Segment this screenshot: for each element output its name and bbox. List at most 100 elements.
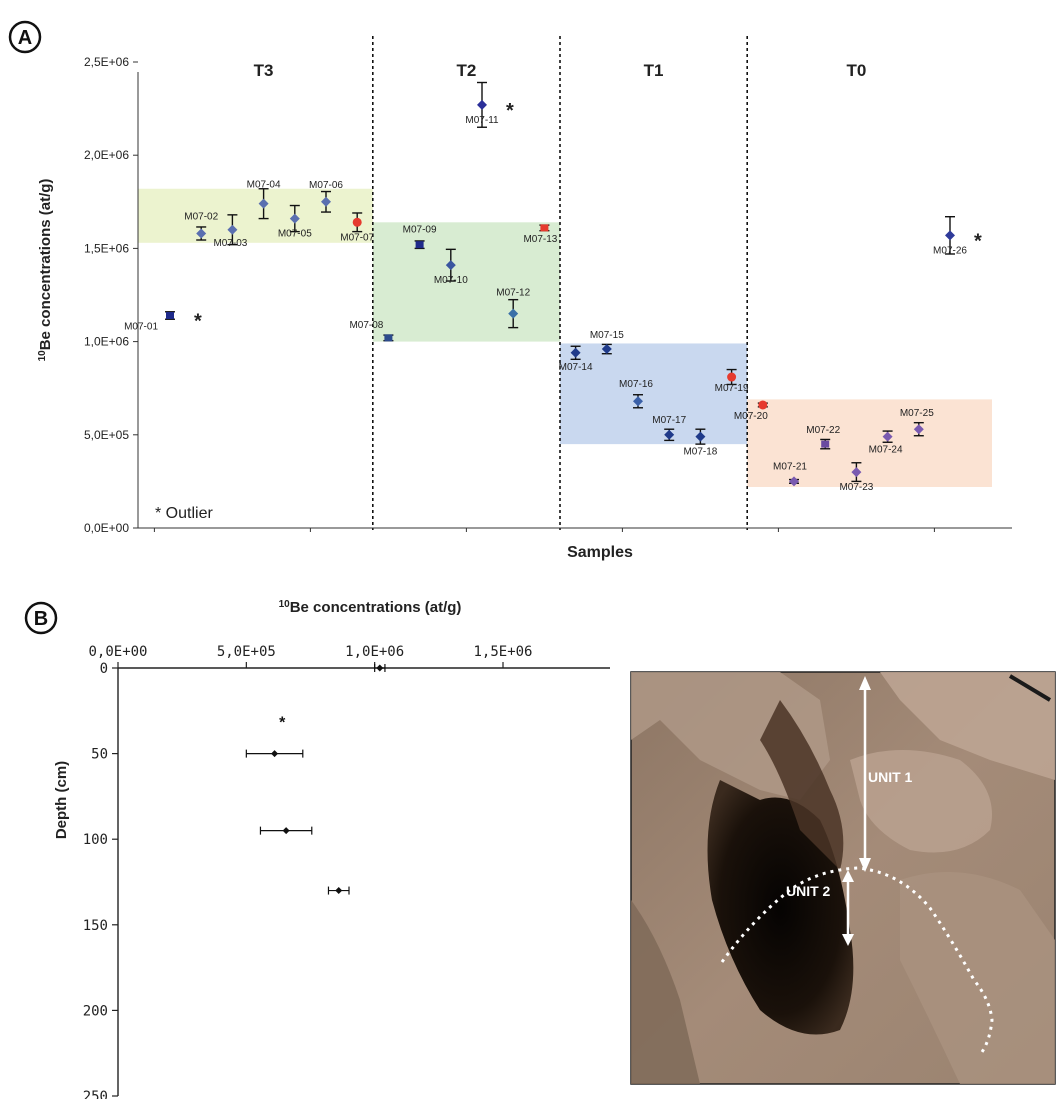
point-label-m07-16: M07-16 — [619, 379, 653, 390]
unit-boundary-line — [720, 866, 994, 1053]
point-label-m07-10: M07-10 — [434, 275, 468, 286]
y-tick-label: 5,0E+05 — [84, 428, 129, 442]
panel-b-label: B — [34, 608, 48, 630]
point-m07-24 — [882, 431, 893, 442]
point-m07-17 — [664, 429, 675, 440]
outlier-asterisk-m07-11: * — [506, 100, 514, 122]
point-m07-23 — [851, 467, 862, 478]
panel-a-axes — [137, 72, 1012, 529]
terrace-label-t1: T1 — [644, 61, 664, 80]
terrace-label-t2: T2 — [456, 61, 476, 80]
y-tick-label: 2,5E+06 — [84, 55, 129, 69]
point-m07-11 — [477, 99, 487, 110]
point-m07-14 — [570, 347, 581, 358]
depth-point — [282, 827, 290, 835]
point-m07-25 — [913, 424, 924, 435]
unit2-label: UNIT 2 — [786, 883, 831, 899]
panel-a-y-axis-label: 10Be concentrations (at/g) — [37, 179, 54, 362]
outlier-legend: * Outlier — [155, 505, 213, 522]
y-tick-label: 1,0E+06 — [84, 335, 129, 349]
point-label-m07-12: M07-12 — [496, 288, 530, 299]
point-m07-26 — [945, 230, 955, 241]
point-m07-22 — [821, 440, 830, 448]
point-m07-19 — [727, 372, 737, 382]
panel-a-y-axis-label-sup: 10 — [37, 350, 48, 362]
point-label-m07-07: M07-07 — [340, 232, 374, 243]
panel-a-label: A — [18, 27, 32, 49]
depth-point — [335, 887, 343, 895]
point-label-m07-05: M07-05 — [278, 229, 312, 240]
panel-a-x-ticks — [153, 528, 935, 532]
point-label-m07-20: M07-20 — [734, 411, 768, 422]
depth-point — [271, 750, 279, 758]
point-m07-09 — [415, 241, 424, 249]
depth-point-outlier: * — [279, 714, 286, 731]
point-label-m07-09: M07-09 — [403, 225, 437, 236]
point-label-m07-04: M07-04 — [247, 180, 281, 191]
point-label-m07-22: M07-22 — [806, 425, 840, 436]
point-label-m07-02: M07-02 — [184, 211, 218, 222]
terrace-band-t1 — [560, 343, 748, 445]
point-m07-16 — [633, 396, 643, 407]
y-tick-label: 0,0E+00 — [84, 521, 129, 535]
point-m07-05 — [289, 213, 300, 224]
terrace-band-t2 — [372, 222, 560, 342]
point-label-m07-25: M07-25 — [900, 408, 934, 419]
point-label-m07-03: M07-03 — [213, 238, 247, 249]
panel-b-points: * — [245, 664, 386, 895]
x-tick-label: 1,5E+06 — [473, 644, 532, 660]
point-m07-20 — [758, 400, 768, 410]
y-tick-label: 150 — [83, 918, 108, 934]
point-m07-13 — [540, 224, 549, 232]
point-label-m07-24: M07-24 — [869, 445, 903, 456]
y-tick-label: 1,5E+06 — [84, 241, 129, 255]
x-tick-label: 0,0E+00 — [88, 644, 147, 660]
terrace-dividers — [371, 36, 749, 530]
panel-b-x-axis-label-sup: 10 — [279, 599, 291, 610]
panel-b-y-axis-label: Depth (cm) — [53, 761, 70, 839]
y-tick-label: 0 — [100, 661, 108, 677]
point-label-m07-08: M07-08 — [349, 320, 383, 331]
point-label-m07-18: M07-18 — [683, 447, 717, 458]
panel-b-badge: B — [24, 601, 58, 635]
point-label-m07-19: M07-19 — [715, 383, 749, 394]
point-label-m07-23: M07-23 — [839, 482, 873, 493]
outlier-asterisk-m07-01: * — [194, 311, 202, 333]
point-label-m07-17: M07-17 — [652, 415, 686, 426]
depth-point — [376, 664, 384, 672]
x-tick-label: 1,0E+06 — [345, 644, 404, 660]
point-label-m07-06: M07-06 — [309, 180, 343, 191]
panel-b-axes — [117, 667, 610, 1096]
point-m07-12 — [508, 308, 519, 319]
point-m07-01 — [166, 312, 174, 320]
point-m07-03 — [227, 224, 238, 235]
terrace-label-t0: T0 — [846, 61, 866, 80]
terrace-label-t3: T3 — [254, 61, 274, 80]
point-m07-18 — [695, 431, 706, 442]
panel-b-x-axis-label-rest: Be concentrations (at/g) — [290, 599, 462, 616]
point-m07-07 — [352, 217, 362, 227]
y-tick-label: 2,0E+06 — [84, 148, 129, 162]
unit1-label: UNIT 1 — [868, 769, 913, 785]
terrace-band-t0 — [747, 399, 992, 487]
point-label-m07-14: M07-14 — [559, 362, 593, 373]
point-label-m07-26: M07-26 — [933, 245, 967, 256]
point-m07-06 — [321, 196, 331, 207]
point-label-m07-01: M07-01 — [124, 322, 158, 333]
panel-a-x-axis-label: Samples — [567, 544, 633, 561]
point-label-m07-21: M07-21 — [773, 461, 807, 472]
panel-a-points: M07-01 * M07-02 M07-03 M07-04 M07-05 M07-06 M07… — [124, 81, 982, 493]
y-tick-label: 250 — [83, 1089, 108, 1099]
outcrop-photo: UNIT 1 UNIT 2 — [630, 671, 1056, 1085]
panel-a: A T3 T2 T1 T0 0,0E+00 5,0E+05 1,0E+06 1,5E+06 2… — [8, 20, 1012, 561]
point-m07-21 — [789, 476, 799, 487]
panel-b-x-axis-label: 10Be concentrations (at/g) — [279, 599, 462, 616]
panel-a-y-axis-label-rest: Be concentrations (at/g) — [37, 179, 54, 351]
panel-b-x-ticks: 0,0E+00 5,0E+05 1,0E+06 1,5E+06 — [88, 644, 533, 668]
terrace-bands: T3 T2 T1 T0 — [138, 61, 992, 487]
point-label-m07-11: M07-11 — [465, 115, 499, 126]
y-tick-label: 100 — [83, 832, 108, 848]
x-tick-label: 5,0E+05 — [217, 644, 276, 660]
outlier-asterisk-m07-26: * — [974, 230, 982, 252]
panel-b-y-ticks: 0 50 100 150 200 250 — [83, 661, 118, 1099]
